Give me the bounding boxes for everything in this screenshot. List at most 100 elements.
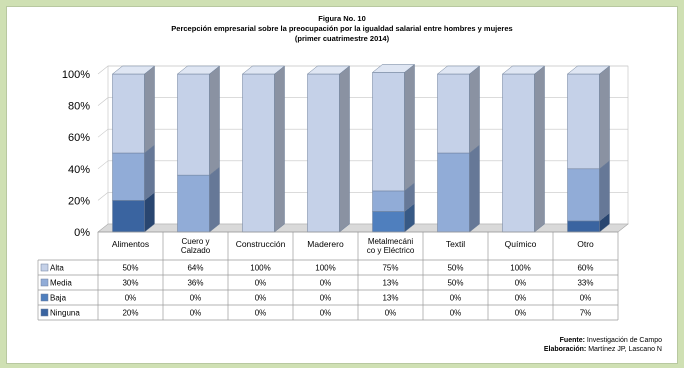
data-table-value: 64% [187,264,203,273]
data-table-value: 0% [255,294,267,303]
bar-segment [307,73,340,233]
gridline-side [97,192,109,201]
bar-top [436,65,481,75]
data-table-value: 75% [382,264,398,273]
data-table-value: 50% [122,264,138,273]
footer-source-label: Fuente: [559,337,585,344]
x-category-label: Metalmecáni [368,237,414,246]
legend-swatch [40,308,49,317]
data-table-value: 100% [315,264,335,273]
bar-segment [112,152,145,201]
data-table-value: 0% [125,294,137,303]
chart-title-line2: Percepción empresarial sobre la preocupa… [171,24,513,33]
data-table-value: 0% [190,309,202,318]
gridline-side [97,65,109,75]
legend-label: Baja [50,294,67,303]
x-category-label: Calzado [181,246,211,255]
data-table-value: 13% [382,294,398,303]
x-category-label: co y Eléctrico [367,246,415,255]
bar-segment-side [469,144,480,233]
data-table-value: 0% [255,309,267,318]
bar-segment-side [469,65,480,154]
bar-top [176,65,221,75]
legend-swatch [40,263,49,272]
bar-segment [242,73,275,233]
x-category-label: Otro [577,239,594,249]
bar-top [566,65,611,75]
bar-segment [437,152,470,233]
bar-segment-side [209,65,220,176]
data-table-value: 33% [577,279,593,288]
bar-top [371,64,416,73]
data-table-value: 100% [510,264,530,273]
data-table-value: 20% [122,309,138,318]
data-table-value: 0% [255,279,267,288]
bar-segment [177,174,210,233]
data-table-value: 0% [450,294,462,303]
bar-segment [437,73,470,154]
data-table-value: 0% [515,294,527,303]
gridline-side [97,97,109,106]
y-tick-label: 100% [62,69,90,81]
footer-author-label: Elaboración: [543,346,587,353]
bar-segment [372,211,405,233]
data-table-value: 0% [450,309,462,318]
data-table-value: 100% [250,264,270,273]
bar-segment [177,73,210,176]
footer-author-text: Martínez JP, Lascano N [588,346,662,353]
legend-swatch [40,293,49,302]
bar-segment-side [274,65,285,233]
bar-segment [372,190,405,212]
data-table-value: 0% [580,294,592,303]
x-category-label: Construcción [236,239,286,249]
chart-title-line1: Figura No. 10 [318,14,366,23]
bar-top [111,65,156,75]
bar-segment [567,168,600,222]
y-tick-label: 0% [74,227,90,239]
bar-segment [112,200,145,233]
gridline-side [97,128,109,138]
data-table-value: 0% [385,309,397,318]
bar-top [241,65,286,75]
data-table-value: 0% [320,294,332,303]
x-category-label: Alimentos [112,239,149,249]
data-table-value: 50% [447,279,463,288]
footer-author: Elaboración: Martínez JP, Lascano N [544,346,662,353]
x-category-label: Textil [446,239,465,249]
y-tick-label: 60% [68,132,90,144]
data-table-value: 13% [382,279,398,288]
legend-swatch [40,278,49,287]
bar-segment-side [339,65,350,233]
y-tick-label: 40% [68,164,90,176]
bar-segment-side [599,65,610,170]
legend-label: Ninguna [50,309,80,318]
bar-top [306,65,351,75]
data-table-value: 0% [515,309,527,318]
data-table-value: 50% [447,264,463,273]
x-category-label: Maderero [307,239,344,249]
data-table-value: 30% [122,279,138,288]
bar-segment-side [534,65,545,233]
bar-top [501,65,546,75]
bar-segment [567,73,600,170]
bar-segment-side [209,166,220,233]
gridline-side [97,160,109,170]
x-category-label: Químico [505,239,537,249]
data-table-value: 0% [320,279,332,288]
footer-source-text: Investigación de Campo [586,337,662,344]
data-table-value: 0% [190,294,202,303]
data-table-value: 0% [515,279,527,288]
y-tick-label: 20% [68,195,90,207]
data-table-value: 7% [580,309,592,318]
bar-segment-side [144,144,155,201]
bar-segment [112,73,145,154]
legend-label: Alta [50,264,64,273]
bar-segment [372,72,405,192]
y-tick-label: 80% [68,101,90,113]
bar-segment [567,220,600,233]
legend-label: Media [50,279,72,288]
bar-segment-side [404,63,415,192]
bar-segment-side [599,160,610,222]
bar-segment [502,73,535,233]
